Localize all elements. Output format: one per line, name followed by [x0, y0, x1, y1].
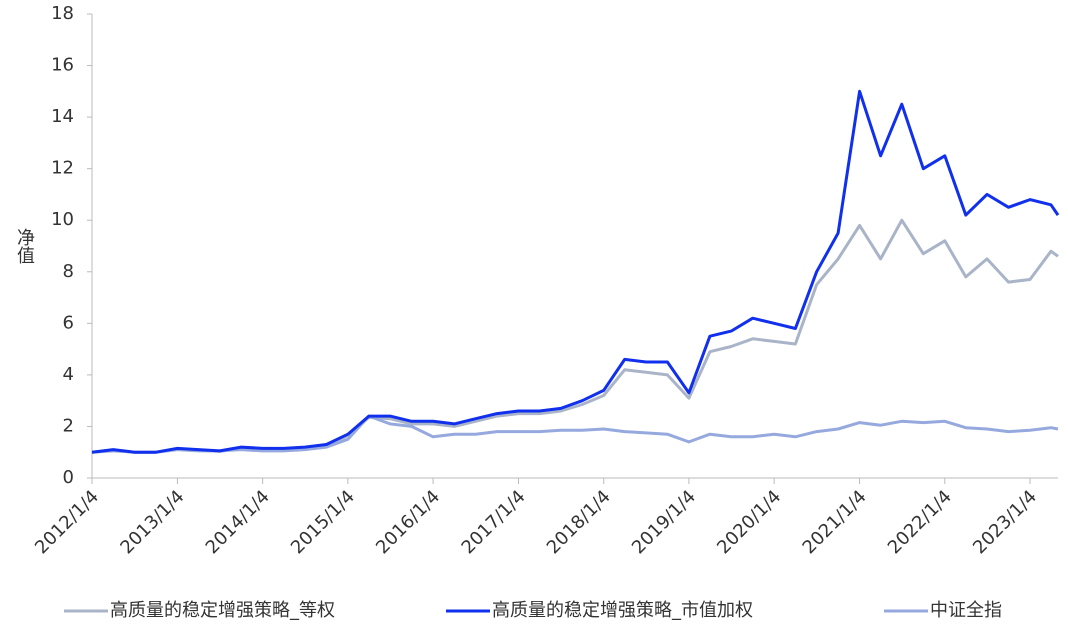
y-tick-label: 8: [63, 261, 74, 282]
y-tick-label: 6: [63, 312, 74, 333]
y-tick-label: 4: [63, 364, 74, 385]
y-tick-label: 18: [51, 3, 74, 24]
x-tick-label: 2014/1/4: [202, 486, 274, 558]
legend-label: 高质量的稳定增强策略_等权: [110, 600, 335, 621]
x-tick-label: 2015/1/4: [287, 486, 359, 558]
y-axis-label: 净值: [14, 228, 35, 264]
legend-label: 中证全指: [930, 600, 1002, 621]
series-line: [91, 89, 1060, 454]
series-line: [91, 414, 1059, 454]
x-tick-label: 2013/1/4: [116, 486, 188, 558]
y-tick-label: 14: [51, 106, 74, 127]
y-tick-label: 2: [63, 415, 74, 436]
x-tick-label: 2021/1/4: [799, 486, 871, 558]
x-tick-label: 2019/1/4: [628, 486, 700, 558]
x-tick-label: 2017/1/4: [458, 486, 530, 558]
x-tick-label: 2020/1/4: [713, 486, 785, 558]
legend-label: 高质量的稳定增强策略_市值加权: [492, 600, 753, 621]
y-tick-label: 0: [63, 467, 74, 488]
x-tick-label: 2016/1/4: [372, 486, 444, 558]
x-tick-label: 2012/1/4: [31, 486, 103, 558]
x-tick-label: 2022/1/4: [884, 486, 956, 558]
y-tick-label: 12: [51, 158, 74, 179]
x-tick-label: 2018/1/4: [543, 486, 615, 558]
y-tick-label: 10: [51, 209, 74, 230]
y-tick-label: 16: [51, 55, 74, 76]
series-line: [91, 218, 1059, 454]
x-tick-label: 2023/1/4: [969, 486, 1041, 558]
